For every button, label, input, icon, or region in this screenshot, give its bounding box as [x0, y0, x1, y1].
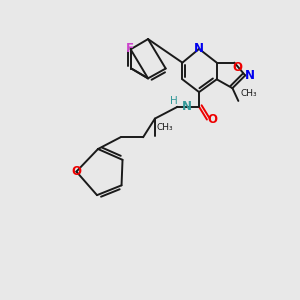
Text: O: O — [232, 61, 242, 74]
Text: CH₃: CH₃ — [240, 89, 257, 98]
Text: CH₃: CH₃ — [157, 123, 173, 132]
Text: O: O — [208, 113, 218, 126]
Text: N: N — [245, 69, 255, 82]
Text: F: F — [126, 42, 134, 56]
Text: N: N — [194, 42, 204, 56]
Text: N: N — [182, 100, 191, 113]
Text: H: H — [170, 96, 177, 106]
Text: O: O — [71, 165, 81, 178]
